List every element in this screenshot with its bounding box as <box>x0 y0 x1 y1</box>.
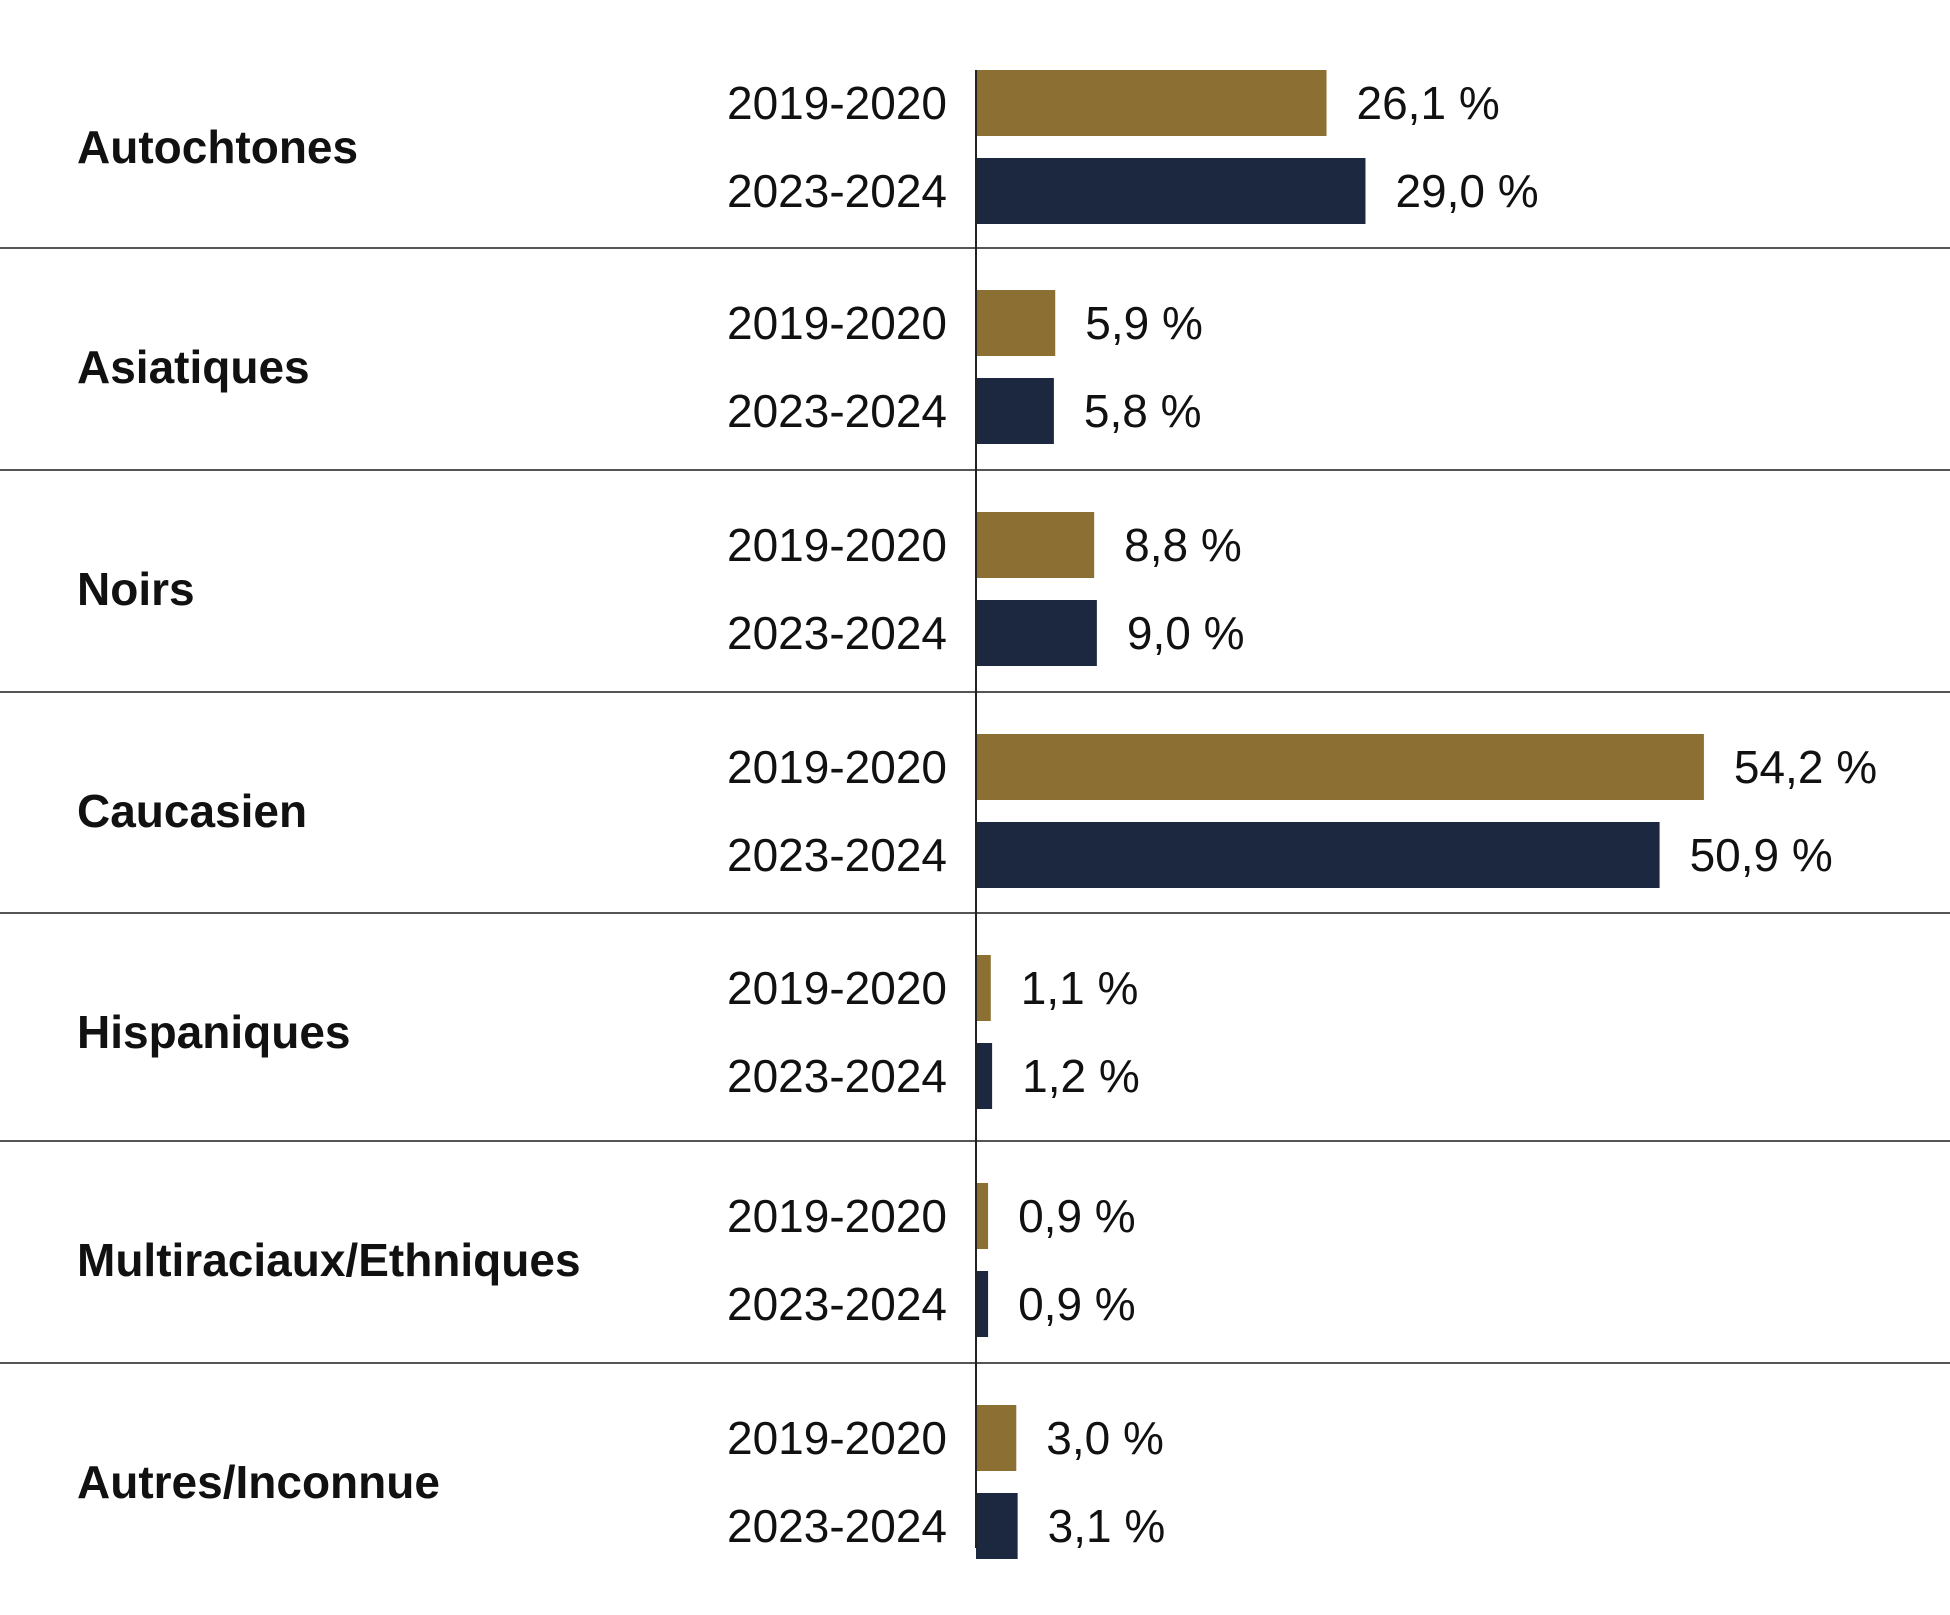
period-label: 2019-2020 <box>727 77 947 129</box>
data-label: 1,1 % <box>1021 962 1139 1014</box>
category-label: Caucasien <box>77 785 307 837</box>
category-group: Multiraciaux/Ethniques 2019-2020 0,9 % 2023… <box>77 1183 1136 1337</box>
period-label: 2023-2024 <box>727 1278 947 1330</box>
data-label: 5,9 % <box>1085 297 1203 349</box>
category-group: Autres/Inconnue 2019-2020 3,0 % 2023-2024 3,… <box>77 1405 1165 1559</box>
data-label: 5,8 % <box>1084 385 1202 437</box>
period-label: 2023-2024 <box>727 829 947 881</box>
bar <box>976 1405 1017 1471</box>
period-label: 2019-2020 <box>727 962 947 1014</box>
period-label: 2019-2020 <box>727 741 947 793</box>
category-label: Multiraciaux/Ethniques <box>77 1234 581 1286</box>
bar <box>976 822 1660 888</box>
bar <box>976 1043 993 1109</box>
bar <box>976 1493 1018 1559</box>
data-label: 0,9 % <box>1018 1190 1136 1242</box>
period-label: 2023-2024 <box>727 1500 947 1552</box>
period-label: 2019-2020 <box>727 519 947 571</box>
bar <box>976 955 991 1021</box>
category-group: Autochtones 2019-2020 26,1 % 2023-2024 29,0 … <box>77 70 1539 224</box>
period-label: 2019-2020 <box>727 1190 947 1242</box>
category-group: Hispaniques 2019-2020 1,1 % 2023-2024 1,2 % <box>77 955 1140 1109</box>
bar <box>976 734 1704 800</box>
data-label: 8,8 % <box>1124 519 1242 571</box>
period-label: 2023-2024 <box>727 165 947 217</box>
category-group: Caucasien 2019-2020 54,2 % 2023-2024 50,9 % <box>77 734 1877 888</box>
period-label: 2023-2024 <box>727 1050 947 1102</box>
bar <box>976 600 1097 666</box>
data-label: 3,0 % <box>1046 1412 1164 1464</box>
bar <box>976 1271 989 1337</box>
period-label: 2019-2020 <box>727 297 947 349</box>
bar <box>976 512 1095 578</box>
period-label: 2023-2024 <box>727 385 947 437</box>
data-label: 54,2 % <box>1734 741 1877 793</box>
data-label: 29,0 % <box>1395 165 1538 217</box>
period-label: 2019-2020 <box>727 1412 947 1464</box>
category-label: Noirs <box>77 563 195 615</box>
data-label: 3,1 % <box>1048 1500 1166 1552</box>
category-label: Autochtones <box>77 121 358 173</box>
bar <box>976 1183 989 1249</box>
category-label: Hispaniques <box>77 1006 351 1058</box>
data-label: 1,2 % <box>1022 1050 1140 1102</box>
category-group: Noirs 2019-2020 8,8 % 2023-2024 9,0 % <box>77 512 1245 666</box>
category-label: Autres/Inconnue <box>77 1456 440 1508</box>
bar <box>976 378 1054 444</box>
bar <box>976 290 1056 356</box>
data-label: 9,0 % <box>1127 607 1245 659</box>
data-label: 26,1 % <box>1357 77 1500 129</box>
chart-rows: Autochtones 2019-2020 26,1 % 2023-2024 29,0 … <box>77 70 1877 1559</box>
period-label: 2023-2024 <box>727 607 947 659</box>
category-group: Asiatiques 2019-2020 5,9 % 2023-2024 5,8 % <box>77 290 1203 444</box>
bar <box>976 70 1327 136</box>
data-label: 50,9 % <box>1690 829 1833 881</box>
bar <box>976 158 1366 224</box>
category-label: Asiatiques <box>77 341 310 393</box>
data-label: 0,9 % <box>1018 1278 1136 1330</box>
